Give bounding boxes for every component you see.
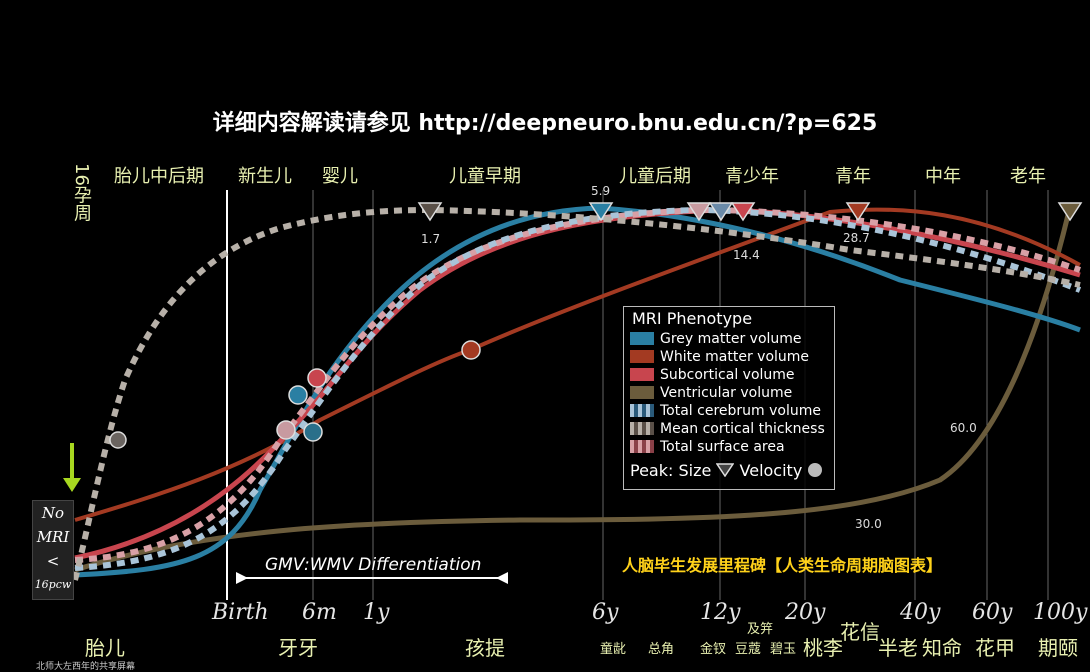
- stage-label: 青年: [835, 166, 871, 187]
- velocity-marker-cortical-thickness: [109, 431, 127, 449]
- peak-label: 14.4: [733, 248, 760, 262]
- x-tick-label: 20y: [785, 600, 826, 625]
- gmv-wmv-label: GMV:WMV Differentiation: [265, 555, 482, 575]
- curve-grey-matter: [74, 205, 1081, 578]
- stage-label: 婴儿: [322, 166, 358, 187]
- no-mri-box: No MRI < 16pcw: [32, 500, 74, 600]
- peak-marker-white-matter: [845, 202, 871, 222]
- x-tick-label: 1y: [363, 600, 390, 625]
- bottom-cn-label: 总角: [648, 642, 675, 657]
- peak-marker-subcortical: [730, 202, 756, 222]
- legend-item: Subcortical volume: [630, 367, 795, 383]
- curve-white-matter: [74, 207, 1081, 522]
- peak-size-markers: [417, 202, 1083, 222]
- stage-label: 中年: [925, 166, 961, 187]
- bottom-cn-label: 及笄: [747, 622, 774, 637]
- legend-item: Total cerebrum volume: [630, 403, 821, 419]
- peak-label: 30.0: [855, 517, 882, 531]
- velocity-marker-cerebrum: [303, 422, 323, 442]
- x-tick-label: Birth: [212, 600, 269, 625]
- legend-peak-row: Peak: Size Velocity: [630, 461, 823, 480]
- stage-label: 老年: [1010, 166, 1046, 187]
- peak-label: 28.7: [843, 231, 870, 245]
- velocity-marker-surface-area: [276, 420, 296, 440]
- velocity-marker-subcortical: [307, 368, 327, 388]
- bottom-cn-label: 豆蔻: [735, 642, 762, 657]
- bottom-cn-label: 金钗: [700, 642, 727, 657]
- peak-marker-cerebrum: [708, 202, 734, 222]
- page-title: 详细内容解读请参见 http://deepneuro.bnu.edu.cn/?p…: [212, 111, 878, 136]
- velocity-marker-grey-matter: [288, 385, 308, 405]
- peak-marker-ventricular: [1057, 202, 1083, 222]
- bottom-cn-label: 牙牙: [278, 636, 318, 660]
- legend-item: Mean cortical thickness: [630, 421, 825, 437]
- peak-velocity-markers: [109, 340, 481, 449]
- x-tick-label: 40y: [900, 600, 941, 625]
- gestation-note: 16孕周: [71, 163, 92, 222]
- bottom-cn-label: 童龀: [600, 642, 627, 657]
- curve-subcortical: [74, 207, 1081, 561]
- stage-label: 儿童后期: [619, 166, 691, 187]
- x-tick-label: 12y: [700, 600, 741, 625]
- legend-item: Total surface area: [630, 439, 785, 455]
- bottom-cn-label: 胎儿: [85, 636, 125, 660]
- green-down-arrow: [63, 443, 81, 492]
- chart-legend: MRI Phenotype Grey matter volume White m…: [623, 306, 835, 490]
- bottom-cn-label: 花信: [840, 620, 880, 644]
- curve-cortical-thickness: [72, 206, 1081, 581]
- bottom-cn-label: 孩提: [465, 636, 505, 660]
- triangle-icon: [716, 463, 735, 478]
- bottom-cn-label: 知命: [922, 636, 962, 660]
- velocity-marker-white-matter: [461, 340, 481, 360]
- bottom-cn-label: 桃李: [803, 636, 843, 660]
- screen-share-caption: 北师大左西年的共享屏幕: [36, 662, 136, 672]
- peak-marker-cortical-thickness: [417, 202, 443, 222]
- peak-label: 60.0: [950, 421, 977, 435]
- circle-icon: [808, 463, 823, 477]
- legend-item: Ventricular volume: [630, 385, 792, 401]
- bottom-cn-label: 期颐: [1038, 636, 1078, 660]
- peak-marker-grey-matter: [588, 202, 614, 222]
- peak-marker-surface-area: [686, 202, 712, 222]
- bottom-cn-label: 碧玉: [770, 642, 797, 657]
- stage-label: 儿童早期: [449, 166, 521, 187]
- legend-title: MRI Phenotype: [632, 309, 753, 328]
- chart-subtitle-cn: 人脑毕生发展里程碑【人类生命周期脑图表】: [622, 556, 943, 575]
- peak-label: 1.7: [421, 232, 441, 246]
- legend-item: White matter volume: [630, 349, 809, 365]
- x-tick-label: 6y: [592, 600, 619, 625]
- x-tick-label: 6m: [302, 600, 337, 625]
- bottom-cn-label: 半老: [878, 636, 918, 660]
- bottom-cn-label: 花甲: [975, 636, 1015, 660]
- x-tick-label: 100y: [1033, 600, 1088, 625]
- stage-label: 青少年: [725, 166, 779, 187]
- curve-total-surface: [74, 206, 1081, 563]
- curve-ventricular: [74, 214, 1071, 573]
- stage-label: 新生儿: [238, 166, 292, 187]
- peak-label: 5.9: [591, 184, 611, 198]
- curve-total-cerebrum: [74, 206, 1082, 571]
- legend-item: Grey matter volume: [630, 331, 802, 347]
- x-tick-label: 60y: [972, 600, 1013, 625]
- stage-label: 胎儿中后期: [114, 166, 204, 187]
- gmv-wmv-arrow: [236, 572, 508, 584]
